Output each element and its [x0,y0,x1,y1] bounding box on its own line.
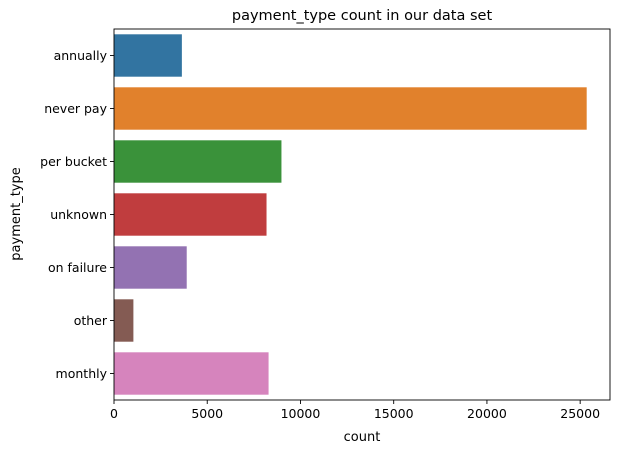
x-tick-label-25000: 25000 [560,406,600,421]
y-tick-label-per-bucket: per bucket [40,154,107,169]
chart-title: payment_type count in our data set [232,8,493,24]
y-tick-label-unknown: unknown [50,207,107,222]
bar-annually [114,34,182,77]
bar-never-pay [114,87,587,130]
y-tick-label-on-failure: on failure [48,260,107,275]
y-tick-label-annually: annually [54,48,108,63]
y-tick-label-other: other [74,313,108,328]
y-tick-label-monthly: monthly [56,366,108,381]
bars-group [114,34,587,395]
bar-on-failure [114,246,187,289]
x-tick-label-20000: 20000 [467,406,507,421]
x-ticks-group: 0 5000 10000 15000 20000 25000 [110,400,600,421]
bar-other [114,299,134,342]
y-tick-label-never-pay: never pay [44,101,107,116]
x-axis-label: count [344,430,381,445]
y-axis-label: payment_type [9,167,24,260]
x-tick-label-5000: 5000 [191,406,223,421]
bar-unknown [114,193,267,236]
x-tick-label-15000: 15000 [374,406,414,421]
bar-per-bucket [114,140,282,183]
plot-frame [113,28,611,401]
bar-monthly [114,352,269,395]
x-tick-label-0: 0 [110,406,118,421]
y-ticks-group: annually never pay per bucket unknown on fai… [40,48,114,381]
x-tick-label-10000: 10000 [281,406,321,421]
